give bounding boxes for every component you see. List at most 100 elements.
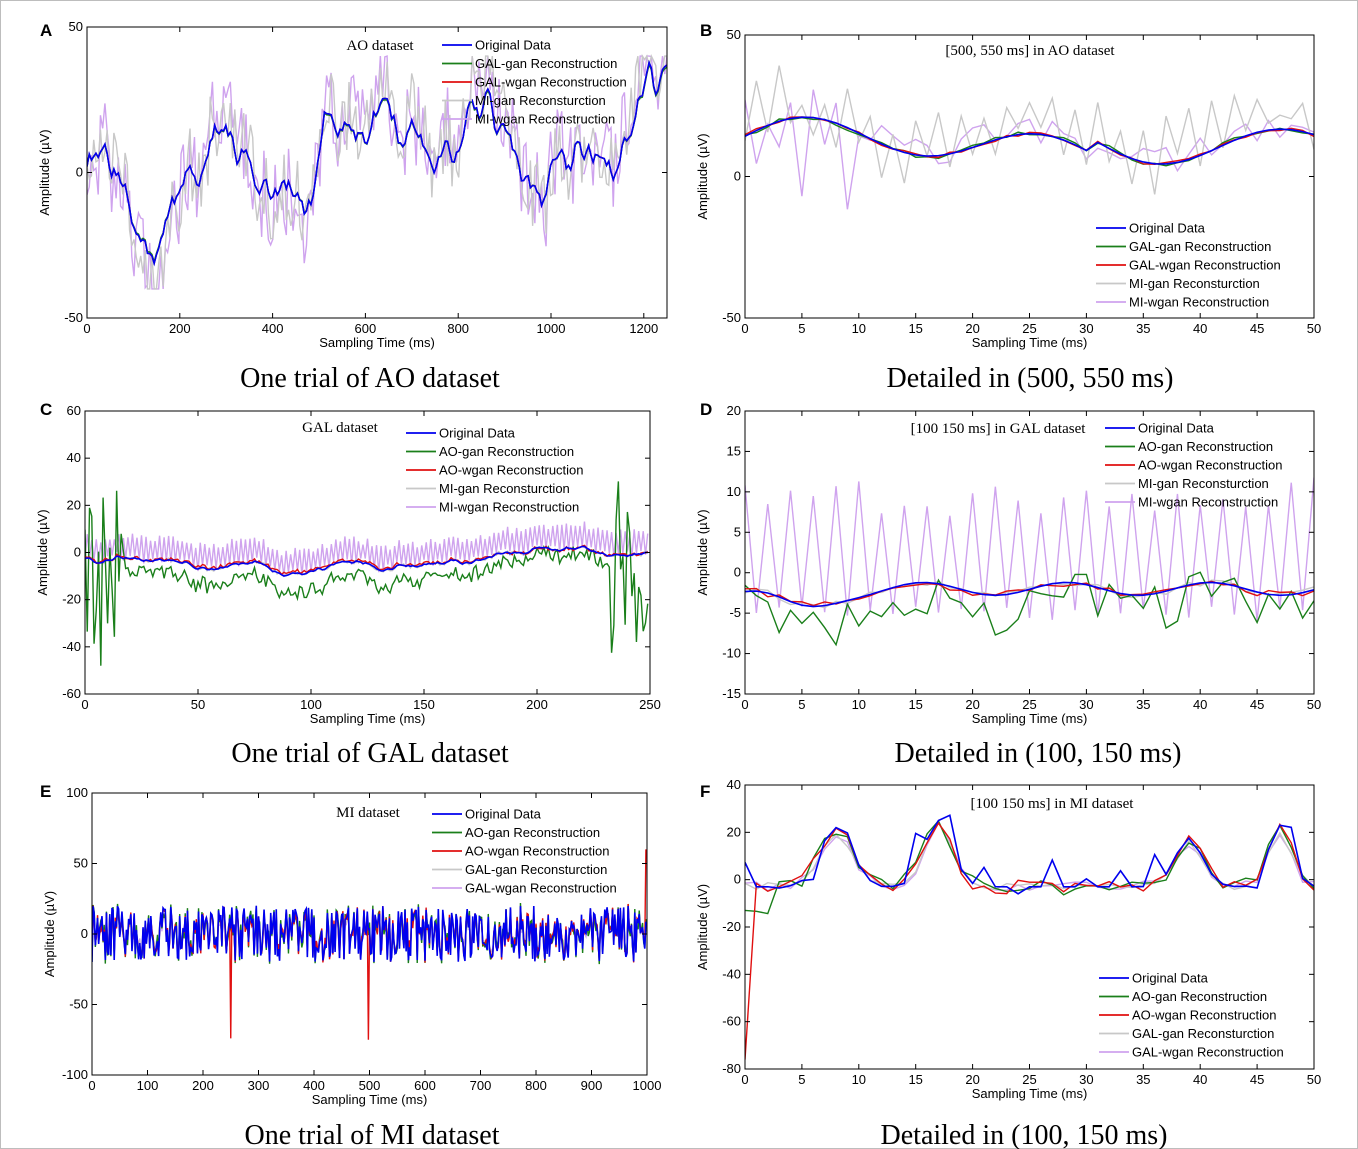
x-tick-label: 150 — [413, 697, 435, 712]
legend-entry: GAL-wgan Reconstruction — [465, 881, 617, 896]
x-tick-label: 600 — [355, 321, 377, 336]
panel-letter: D — [700, 400, 712, 419]
legend-entry: AO-gan Reconstruction — [439, 444, 574, 459]
x-axis-label: Sampling Time (ms) — [972, 711, 1088, 726]
x-tick-label: 20 — [965, 697, 979, 712]
y-tick-label: -40 — [722, 966, 741, 981]
y-tick-label: -40 — [62, 639, 81, 654]
x-tick-label: 10 — [852, 1072, 866, 1087]
x-tick-label: 400 — [303, 1078, 325, 1093]
panel-letter: F — [700, 782, 710, 801]
y-tick-label: -60 — [722, 1014, 741, 1029]
series-line-original-data — [745, 814, 1314, 895]
y-tick-label: -50 — [722, 310, 741, 325]
legend-entry: Original Data — [1129, 221, 1206, 236]
x-tick-label: 1200 — [629, 321, 658, 336]
x-tick-label: 30 — [1079, 697, 1093, 712]
x-tick-label: 500 — [359, 1078, 381, 1093]
dataset-annotation: GAL dataset — [302, 420, 378, 436]
x-tick-label: 5 — [798, 1072, 805, 1087]
dataset-annotation: MI dataset — [336, 805, 401, 821]
x-tick-label: 1000 — [537, 321, 566, 336]
panel-caption: Detailed in (100, 150 ms) — [895, 738, 1182, 769]
legend: Original Data GAL-gan Reconstruction GAL-w… — [442, 38, 627, 127]
legend-entry: MI-gan Reconsturction — [1138, 476, 1269, 491]
panel-caption: One trial of GAL dataset — [231, 738, 509, 769]
x-tick-label: 5 — [798, 321, 805, 336]
panel-caption: One trial of AO dataset — [240, 363, 500, 394]
legend-entry: Original Data — [475, 38, 552, 53]
legend-entry: AO-gan Reconstruction — [465, 825, 600, 840]
y-tick-label: -100 — [62, 1067, 88, 1082]
x-tick-label: 30 — [1079, 1072, 1093, 1087]
x-tick-label: 100 — [300, 697, 322, 712]
x-tick-label: 900 — [581, 1078, 603, 1093]
legend: Original Data AO-gan Reconstruction AO-wga… — [1105, 421, 1283, 510]
panel-caption: Detailed in (100, 150 ms) — [881, 1120, 1168, 1149]
x-tick-label: 45 — [1250, 321, 1264, 336]
x-tick-label: 50 — [1307, 321, 1321, 336]
x-tick-label: 10 — [852, 697, 866, 712]
legend-entry: AO-wgan Reconstruction — [465, 844, 610, 859]
x-tick-label: 300 — [248, 1078, 270, 1093]
series-line-gal-gan-reconstruction — [745, 116, 1314, 167]
x-tick-label: 50 — [1307, 697, 1321, 712]
legend-entry: GAL-gan Reconsturction — [465, 862, 607, 877]
series-line-original-data — [85, 545, 648, 577]
legend-entry: MI-wgan Reconstruction — [1138, 495, 1278, 510]
dataset-annotation: [100 150 ms] in GAL dataset — [911, 421, 1087, 437]
legend: Original Data AO-gan Reconstruction AO-wga… — [406, 426, 584, 515]
panel-caption: Detailed in (500, 550 ms) — [887, 363, 1174, 394]
y-tick-label: -60 — [62, 686, 81, 701]
x-tick-label: 400 — [262, 321, 284, 336]
y-tick-label: 100 — [66, 785, 88, 800]
y-tick-label: 0 — [734, 872, 741, 887]
series-line-original-data — [92, 905, 647, 962]
x-tick-label: 800 — [447, 321, 469, 336]
dataset-annotation: AO dataset — [346, 38, 414, 54]
y-tick-label: -20 — [62, 592, 81, 607]
legend-entry: MI-wgan Reconstruction — [1129, 295, 1269, 310]
panel-caption: One trial of MI dataset — [244, 1120, 499, 1149]
y-tick-label: -20 — [722, 919, 741, 934]
legend: Original Data GAL-gan Reconstruction GAL-w… — [1096, 221, 1281, 310]
y-axis-label: Amplitude (µV) — [35, 509, 50, 595]
legend-entry: GAL-wgan Reconstruction — [1132, 1045, 1284, 1060]
series-line-original-data — [87, 59, 667, 267]
x-tick-label: 600 — [414, 1078, 436, 1093]
legend-entry: GAL-gan Reconstruction — [1129, 239, 1271, 254]
x-tick-label: 25 — [1022, 321, 1036, 336]
series-line-ao-gan-reconstruction — [745, 819, 1314, 915]
x-tick-label: 250 — [639, 697, 661, 712]
x-tick-label: 40 — [1193, 697, 1207, 712]
x-tick-label: 0 — [741, 1072, 748, 1087]
x-tick-label: 30 — [1079, 321, 1093, 336]
legend: Original Data AO-gan Reconstruction AO-wga… — [1099, 971, 1284, 1060]
x-axis-label: Sampling Time (ms) — [319, 335, 435, 350]
legend-entry: GAL-wgan Reconstruction — [1129, 258, 1281, 273]
x-tick-label: 10 — [852, 321, 866, 336]
chart-panel-c: 0 50 100 150 200 250 -60 -40 -20 0 20 40 60 Sampling … — [35, 400, 661, 769]
x-tick-label: 200 — [192, 1078, 214, 1093]
y-tick-label: 0 — [74, 545, 81, 560]
y-tick-label: 20 — [727, 824, 741, 839]
y-tick-label: -15 — [722, 686, 741, 701]
x-tick-label: 20 — [965, 321, 979, 336]
x-tick-label: 45 — [1250, 697, 1264, 712]
x-tick-label: 1000 — [633, 1078, 662, 1093]
legend-entry: Original Data — [439, 426, 516, 441]
dataset-annotation: [500, 550 ms] in AO dataset — [945, 43, 1115, 59]
legend-entry: Original Data — [1138, 421, 1215, 436]
x-tick-label: 25 — [1022, 697, 1036, 712]
legend-entry: MI-wgan Reconstruction — [439, 500, 579, 515]
x-tick-label: 15 — [908, 697, 922, 712]
y-tick-label: 50 — [727, 27, 741, 42]
series-line-mi-wgan-reconstruction — [85, 521, 649, 577]
legend-entry: Original Data — [1132, 971, 1209, 986]
legend-entry: AO-wgan Reconstruction — [1132, 1008, 1277, 1023]
panel-letter: E — [40, 782, 51, 801]
x-tick-label: 0 — [741, 697, 748, 712]
